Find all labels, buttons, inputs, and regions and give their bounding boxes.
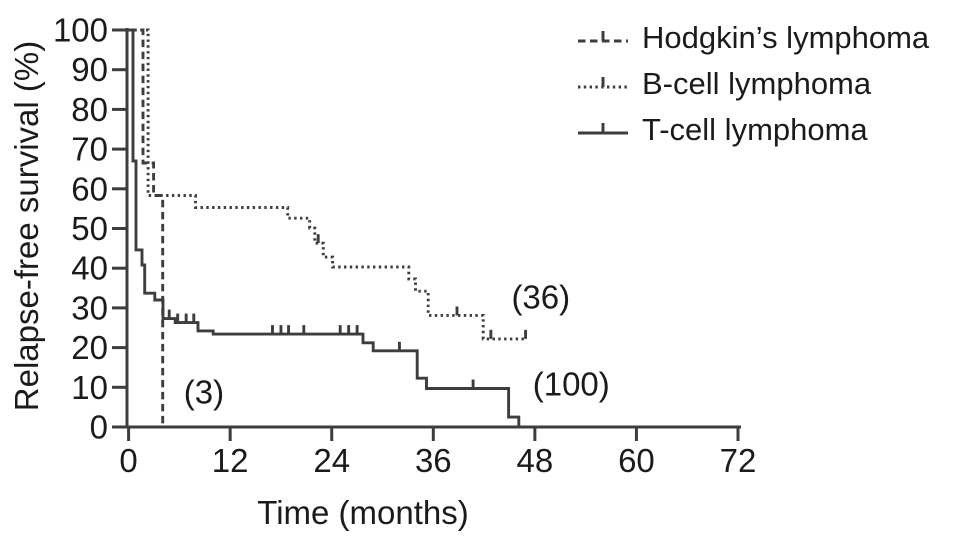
legend-item-hodgkin: Hodgkin’s lymphoma: [577, 15, 929, 61]
x-tick-label: 72: [720, 442, 757, 479]
y-tick-label: 50: [71, 210, 108, 247]
curve-tcell: [128, 28, 521, 427]
y-tick-label: 40: [71, 250, 108, 287]
legend-label-hodgkin: Hodgkin’s lymphoma: [642, 20, 930, 55]
y-tick-label: 10: [71, 369, 108, 406]
legend-item-bcell: B-cell lymphoma: [577, 61, 929, 107]
dashed-line-with-censor-tick-icon: [578, 31, 628, 43]
dotted-line-with-censor-tick-icon: [578, 77, 628, 89]
count-annotation: (100): [533, 366, 610, 403]
legend: Hodgkin’s lymphoma B-cell lymphoma T-cel…: [577, 15, 929, 153]
solid-line-with-censor-tick-icon: [578, 123, 628, 135]
x-tick-label: 48: [517, 442, 554, 479]
legend-label-bcell: B-cell lymphoma: [642, 66, 872, 101]
y-tick-label: 0: [90, 409, 108, 446]
y-tick-label: 20: [71, 329, 108, 366]
y-tick-label: 100: [53, 12, 108, 49]
x-axis-title: Time (months): [257, 494, 469, 531]
y-tick-label: 30: [71, 289, 108, 326]
y-tick-label: 70: [71, 131, 108, 168]
legend-label-tcell: T-cell lymphoma: [642, 112, 868, 147]
x-tick-label: 0: [119, 442, 137, 479]
y-tick-label: 90: [71, 51, 108, 88]
x-tick-label: 12: [212, 442, 249, 479]
y-axis-title: Relapse-free survival (%): [8, 40, 45, 412]
curve-hodgkin: [128, 28, 165, 427]
curve-bcell: [128, 28, 526, 341]
legend-item-tcell: T-cell lymphoma: [577, 107, 929, 153]
x-tick-label: 36: [415, 442, 452, 479]
x-tick-label: 60: [618, 442, 655, 479]
y-tick-label: 60: [71, 170, 108, 207]
x-tick-label: 24: [313, 442, 350, 479]
y-tick-label: 80: [71, 91, 108, 128]
count-annotation: (36): [511, 279, 570, 316]
count-annotation: (3): [184, 374, 224, 411]
